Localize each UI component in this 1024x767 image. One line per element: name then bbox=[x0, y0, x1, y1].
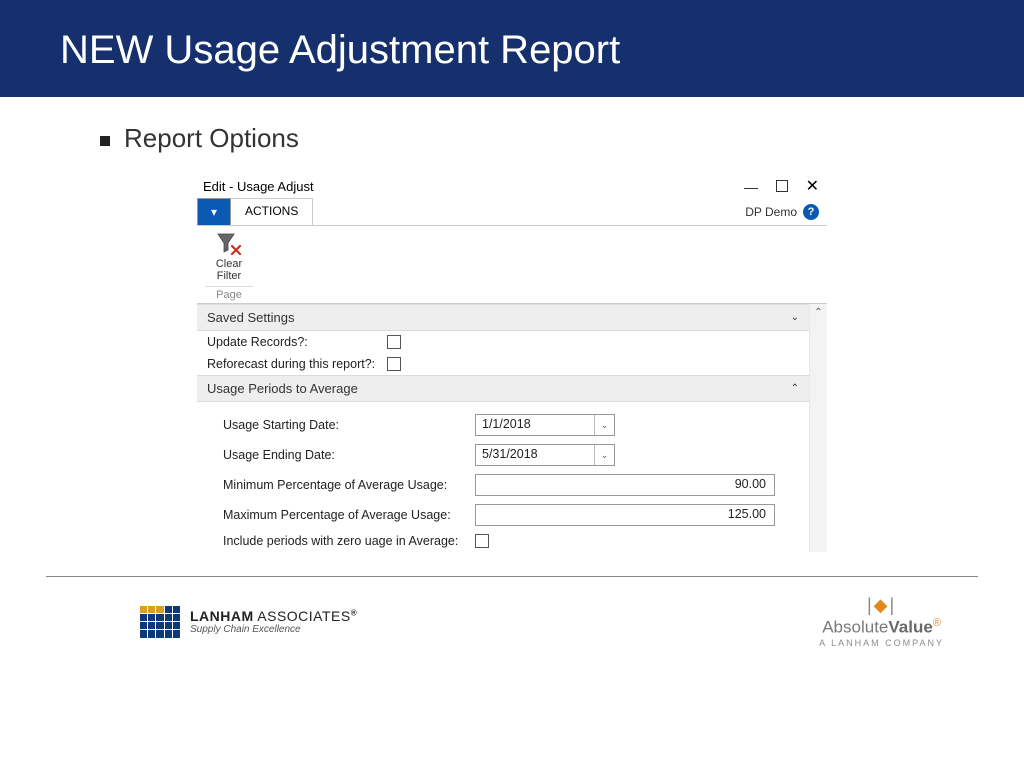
lanham-logo: LANHAM ASSOCIATES® Supply Chain Excellen… bbox=[140, 606, 357, 638]
av-name-light: Absolute bbox=[822, 617, 888, 636]
max-pct-input[interactable]: 125.00 bbox=[475, 504, 775, 526]
include-zero-checkbox[interactable] bbox=[475, 534, 489, 548]
bullet-icon bbox=[100, 136, 110, 146]
chevron-down-icon[interactable]: ⌄ bbox=[594, 445, 614, 465]
lanham-name-bold: LANHAM bbox=[190, 608, 254, 624]
vertical-scrollbar[interactable]: ⌃ bbox=[809, 304, 827, 552]
minimize-icon[interactable] bbox=[744, 183, 758, 189]
usage-end-label: Usage Ending Date: bbox=[223, 448, 475, 462]
clear-filter-button[interactable]: Clear Filter bbox=[205, 232, 253, 282]
field-update-records: Update Records?: bbox=[197, 331, 809, 353]
context-label: DP Demo bbox=[745, 205, 797, 219]
usage-start-label: Usage Starting Date: bbox=[223, 418, 475, 432]
lanham-mark-icon bbox=[140, 606, 180, 638]
section-saved-settings-header[interactable]: Saved Settings ⌄ bbox=[197, 304, 809, 331]
field-usage-start: Usage Starting Date: 1/1/2018 ⌄ bbox=[197, 402, 809, 440]
subtitle-text: Report Options bbox=[124, 123, 299, 154]
ribbon-section-label: Page bbox=[205, 286, 253, 303]
reforecast-label: Reforecast during this report?: bbox=[207, 357, 387, 371]
field-min-pct: Minimum Percentage of Average Usage: 90.… bbox=[197, 470, 809, 500]
usage-end-combo[interactable]: 5/31/2018 ⌄ bbox=[475, 444, 615, 466]
absolutevalue-logo: |◆| AbsoluteValue® A LANHAM COMPANY bbox=[819, 595, 944, 648]
update-records-label: Update Records?: bbox=[207, 335, 387, 349]
field-usage-end: Usage Ending Date: 5/31/2018 ⌄ bbox=[197, 440, 809, 470]
scroll-up-icon[interactable]: ⌃ bbox=[810, 304, 827, 318]
ribbon: Clear Filter Page bbox=[197, 226, 827, 304]
footer: LANHAM ASSOCIATES® Supply Chain Excellen… bbox=[0, 577, 1024, 648]
update-records-checkbox[interactable] bbox=[387, 335, 401, 349]
section-saved-settings-title: Saved Settings bbox=[207, 310, 294, 325]
window-titlebar: Edit - Usage Adjust ✕ bbox=[197, 172, 827, 198]
cube-icon: |◆| bbox=[819, 595, 944, 617]
usage-end-value: 5/31/2018 bbox=[476, 445, 594, 465]
registered-icon: ® bbox=[351, 608, 357, 617]
chevron-down-icon: ⌄ bbox=[791, 312, 799, 323]
usage-start-value: 1/1/2018 bbox=[476, 415, 594, 435]
form-area: Saved Settings ⌄ Update Records?: Refore… bbox=[197, 304, 827, 552]
window-title: Edit - Usage Adjust bbox=[203, 179, 314, 194]
maximize-icon[interactable] bbox=[776, 180, 788, 192]
registered-icon: ® bbox=[933, 617, 941, 629]
field-include-zero: Include periods with zero uage in Averag… bbox=[197, 530, 809, 552]
av-name-bold: Value bbox=[888, 617, 932, 636]
usage-start-combo[interactable]: 1/1/2018 ⌄ bbox=[475, 414, 615, 436]
reforecast-checkbox[interactable] bbox=[387, 357, 401, 371]
chevron-down-icon[interactable]: ⌄ bbox=[594, 415, 614, 435]
lanham-tagline: Supply Chain Excellence bbox=[190, 624, 357, 635]
field-reforecast: Reforecast during this report?: bbox=[197, 353, 809, 375]
section-usage-periods-title: Usage Periods to Average bbox=[207, 381, 358, 396]
funnel-x-icon bbox=[216, 232, 242, 256]
tab-dropdown-button[interactable]: ▾ bbox=[197, 198, 231, 225]
max-pct-label: Maximum Percentage of Average Usage: bbox=[223, 508, 475, 522]
lanham-name-light: ASSOCIATES bbox=[254, 608, 351, 624]
chevron-up-icon: ⌃ bbox=[791, 383, 799, 394]
section-usage-periods-header[interactable]: Usage Periods to Average ⌃ bbox=[197, 375, 809, 402]
min-pct-label: Minimum Percentage of Average Usage: bbox=[223, 478, 475, 492]
av-subtitle: A LANHAM COMPANY bbox=[819, 638, 944, 649]
field-max-pct: Maximum Percentage of Average Usage: 125… bbox=[197, 500, 809, 530]
subtitle-row: Report Options bbox=[100, 123, 1024, 154]
slide-title: NEW Usage Adjustment Report bbox=[0, 0, 1024, 97]
clear-filter-label: Clear Filter bbox=[216, 258, 242, 282]
close-icon[interactable]: ✕ bbox=[806, 176, 819, 196]
app-window: Edit - Usage Adjust ✕ ▾ ACTIONS DP Demo … bbox=[197, 172, 827, 552]
help-icon[interactable]: ? bbox=[803, 204, 819, 220]
min-pct-input[interactable]: 90.00 bbox=[475, 474, 775, 496]
ribbon-tabs: ▾ ACTIONS DP Demo ? bbox=[197, 198, 827, 226]
include-zero-label: Include periods with zero uage in Averag… bbox=[223, 534, 475, 548]
tab-actions[interactable]: ACTIONS bbox=[231, 198, 313, 225]
